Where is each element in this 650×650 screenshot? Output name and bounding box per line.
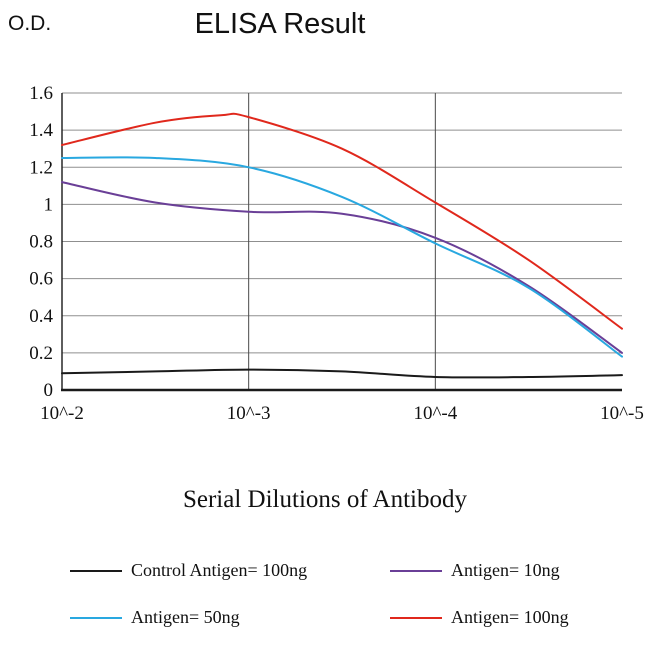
- y-tick-label: 0: [44, 380, 54, 401]
- legend-label: Antigen= 10ng: [451, 560, 560, 580]
- legend-line-sample: [70, 569, 122, 572]
- x-tick-label: 10^-2: [40, 403, 84, 424]
- chart-legend: Control Antigen= 100ng Antigen= 10ng Antig…: [70, 560, 630, 628]
- chart-title: ELISA Result: [194, 8, 366, 40]
- legend-item-0: Control Antigen= 100ng: [70, 560, 390, 581]
- y-tick-label: 1.2: [29, 157, 53, 178]
- y-tick-label: 0.4: [29, 306, 53, 327]
- x-tick-label: 10^-3: [227, 403, 271, 424]
- legend-line-sample: [390, 616, 442, 619]
- series-line-1: [61, 181, 623, 354]
- series-line-0: [61, 368, 623, 379]
- series-line-2: [61, 156, 623, 358]
- y-axis-label: O.D.: [8, 12, 52, 35]
- x-tick-label: 10^-5: [600, 403, 644, 424]
- series-line-3: [61, 112, 623, 330]
- legend-label: Antigen= 100ng: [451, 607, 569, 627]
- legend-item-3: Antigen= 100ng: [390, 607, 630, 628]
- legend-label: Antigen= 50ng: [131, 607, 240, 627]
- legend-item-2: Antigen= 50ng: [70, 607, 390, 628]
- y-tick-label: 1.6: [29, 83, 53, 104]
- legend-line-sample: [70, 616, 122, 619]
- legend-label: Control Antigen= 100ng: [131, 560, 308, 580]
- y-tick-label: 0.2: [29, 343, 53, 364]
- legend-item-1: Antigen= 10ng: [390, 560, 630, 581]
- y-tick-label: 0.8: [29, 232, 53, 253]
- x-tick-label: 10^-4: [413, 403, 457, 424]
- y-tick-label: 1.4: [29, 120, 53, 141]
- y-tick-label: 1: [44, 194, 54, 215]
- plot-area: 0 0.2 0.4 0.6 0.8 1 1.2 1.4 1.6 10^-2 10^-3 10^-4 10…: [29, 83, 644, 424]
- legend-line-sample: [390, 569, 442, 572]
- x-axis-label: Serial Dilutions of Antibody: [182, 486, 468, 513]
- y-tick-label: 0.6: [29, 269, 53, 290]
